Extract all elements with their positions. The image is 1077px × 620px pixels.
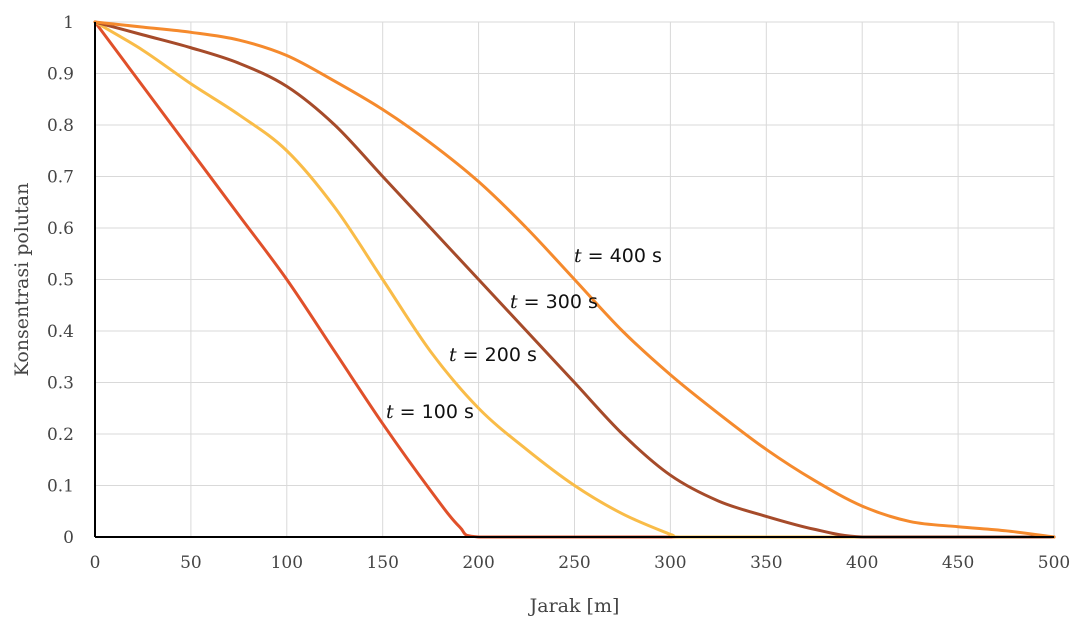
x-tick-label: 100 <box>271 553 303 573</box>
y-tick-label: 0 <box>63 528 74 548</box>
x-tick-label: 50 <box>180 553 202 573</box>
x-tick-label: 450 <box>942 553 974 573</box>
x-tick-label: 0 <box>90 553 101 573</box>
tick-labels: 0 50 100 150 200 250 300 350 400 450 500 0 0.1 0.2 0.3… <box>47 13 1070 573</box>
series-label-2: t = 200 s <box>449 344 537 366</box>
y-tick-label: 0.3 <box>47 374 74 394</box>
x-axis-title: Jarak [m] <box>528 595 620 617</box>
y-axis-title: Konsentrasi polutan <box>11 183 33 377</box>
x-tick-label: 500 <box>1038 553 1070 573</box>
y-tick-label: 0.1 <box>47 477 74 497</box>
x-tick-label: 250 <box>558 553 590 573</box>
y-tick-label: 0.9 <box>47 65 74 85</box>
y-tick-label: 0.7 <box>47 168 74 188</box>
series-labels: t = 100 s t = 200 s t = 300 s t = 400 s <box>386 245 662 423</box>
axes <box>94 22 1054 538</box>
x-tick-label: 300 <box>654 553 686 573</box>
series-line-4 <box>93 20 1056 539</box>
y-tick-label: 0.8 <box>47 116 74 136</box>
series-line-3 <box>93 20 1056 539</box>
y-tick-label: 0.6 <box>47 219 74 239</box>
series-label-4: t = 400 s <box>574 245 662 267</box>
series-label-1: t = 100 s <box>386 401 474 423</box>
y-tick-label: 1 <box>63 13 74 33</box>
x-tick-label: 350 <box>750 553 782 573</box>
x-tick-label: 150 <box>366 553 398 573</box>
y-tick-label: 0.4 <box>47 322 74 342</box>
x-tick-label: 200 <box>462 553 494 573</box>
y-tick-label: 0.5 <box>47 271 74 291</box>
series-label-3: t = 300 s <box>510 291 598 313</box>
y-tick-label: 0.2 <box>47 425 74 445</box>
x-tick-label: 400 <box>846 553 878 573</box>
